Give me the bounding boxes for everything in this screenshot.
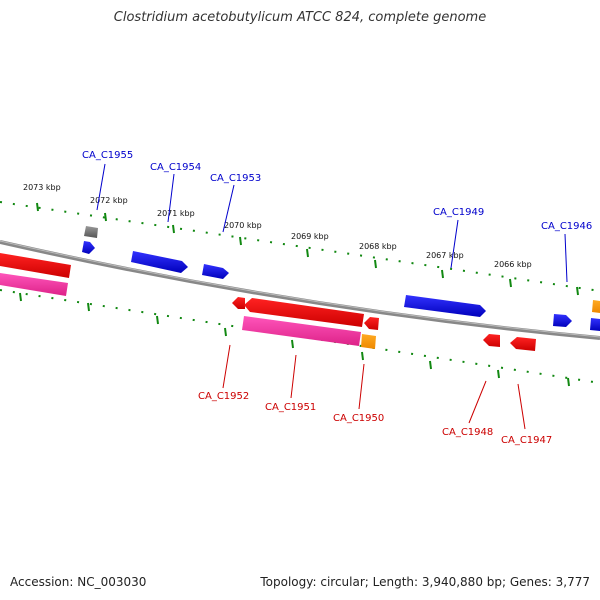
kbp-label: 2073 kbp: [23, 183, 61, 192]
gene-arrow-CA_C1951-red[interactable]: [244, 298, 364, 327]
forward-callouts: [96, 163, 568, 283]
gene-label[interactable]: CA_C1952: [198, 391, 249, 402]
gene-arrow-CA_C1950-red[interactable]: [364, 317, 379, 330]
gene-arrow-CA_C1946[interactable]: [553, 314, 572, 327]
gene-label[interactable]: CA_C1953: [210, 173, 261, 184]
callout-line: [96, 163, 106, 211]
kbp-label: 2067 kbp: [426, 251, 464, 260]
gene-arrow-CA_C1953[interactable]: [202, 264, 229, 279]
gene-block-CA_C1951-pink[interactable]: [242, 316, 361, 346]
major-tick: [497, 369, 500, 379]
major-tick: [441, 269, 444, 279]
genome-backbone-highlight: [0, 240, 600, 338]
major-tick: [291, 339, 294, 349]
map-title: Clostridium acetobutylicum ATCC 824, com…: [113, 10, 487, 25]
callout-line: [167, 173, 175, 223]
gene-arrow-CA_C1949[interactable]: [404, 295, 486, 317]
major-tick: [224, 327, 227, 337]
major-tick: [567, 377, 570, 387]
reverse-major-ticks: [19, 292, 570, 387]
gene-arrow-CA_C1955[interactable]: [82, 241, 95, 254]
gene-label[interactable]: CA_C1954: [150, 162, 201, 173]
callout-line: [517, 383, 526, 430]
major-tick: [429, 360, 432, 370]
major-tick: [374, 259, 377, 269]
gene-label[interactable]: CA_C1951: [265, 402, 316, 413]
gene-label[interactable]: CA_C1948: [442, 427, 493, 438]
gene-feature-blue-edge[interactable]: [590, 318, 600, 331]
major-tick: [239, 236, 242, 246]
major-tick: [509, 278, 512, 288]
major-tick: [104, 212, 107, 222]
gene-arrow-CA_C1952[interactable]: [232, 297, 245, 309]
gene-label[interactable]: CA_C1949: [433, 207, 484, 218]
major-tick: [87, 302, 90, 312]
major-tick: [36, 202, 39, 212]
gene-arrow-CA_C1947[interactable]: [510, 337, 536, 351]
gene-label[interactable]: CA_C1946: [541, 221, 592, 232]
callout-line: [564, 233, 568, 283]
gene-label[interactable]: CA_C1947: [501, 435, 552, 446]
reverse-callouts: [222, 344, 526, 430]
callout-line: [290, 354, 297, 399]
gene-block-CA_C1950-orange[interactable]: [361, 334, 376, 349]
kbp-label: 2072 kbp: [90, 196, 128, 205]
kbp-label: 2066 kbp: [494, 260, 532, 269]
gene-label[interactable]: CA_C1950: [333, 413, 384, 424]
gene-feature-orange-edge[interactable]: [592, 300, 600, 313]
major-tick: [172, 224, 175, 234]
kbp-label: 2068 kbp: [359, 242, 397, 251]
gene-arrow-CA_C1948[interactable]: [483, 334, 500, 347]
callout-line: [450, 219, 459, 269]
major-tick: [576, 286, 579, 296]
gene-feature-gray[interactable]: [84, 226, 98, 238]
gene-label[interactable]: CA_C1955: [82, 150, 133, 161]
major-tick: [306, 248, 309, 258]
major-tick: [361, 351, 364, 361]
reverse-features: [0, 253, 536, 351]
kbp-label: 2071 kbp: [157, 209, 195, 218]
gene-block-red-left[interactable]: [0, 253, 71, 278]
callout-line: [222, 344, 231, 389]
genome-backbone: [0, 240, 600, 340]
forward-major-ticks: [36, 202, 579, 296]
major-tick: [19, 292, 22, 302]
forward-features: [82, 226, 600, 331]
gene-arrow-CA_C1954[interactable]: [131, 251, 188, 273]
callout-line: [358, 363, 365, 410]
genome-summary-text: Topology: circular; Length: 3,940,880 bp…: [260, 575, 590, 589]
callout-line: [222, 184, 235, 233]
callout-line: [468, 380, 487, 424]
kbp-label: 2069 kbp: [291, 232, 329, 241]
major-tick: [156, 315, 159, 325]
kbp-label: 2070 kbp: [224, 221, 262, 230]
gene-block-pink-left[interactable]: [0, 273, 68, 296]
accession-text: Accession: NC_003030: [10, 575, 147, 589]
